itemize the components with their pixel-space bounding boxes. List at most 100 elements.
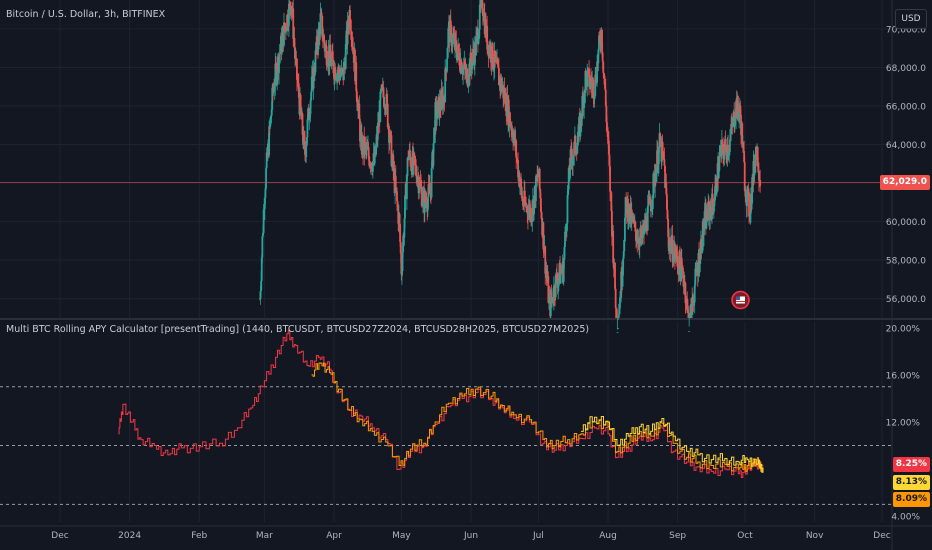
candle-body bbox=[728, 139, 731, 152]
candle-body bbox=[340, 67, 343, 75]
apy-series bbox=[118, 329, 764, 478]
time-tick-label: 2024 bbox=[118, 531, 141, 541]
candle-body bbox=[577, 124, 580, 137]
candle-body bbox=[634, 221, 637, 232]
event-marker[interactable] bbox=[731, 290, 750, 310]
candle-body bbox=[309, 100, 312, 114]
candle-body bbox=[404, 195, 406, 219]
candle-body bbox=[672, 251, 675, 263]
candle-body bbox=[603, 73, 605, 76]
candle-body bbox=[346, 20, 349, 45]
candle-body bbox=[467, 84, 469, 86]
candle-body bbox=[386, 103, 389, 128]
currency-button[interactable]: USD bbox=[895, 9, 927, 29]
candle-body bbox=[272, 87, 275, 93]
apy-series-line bbox=[581, 416, 764, 473]
candle-body bbox=[388, 126, 390, 143]
candle-body bbox=[454, 34, 456, 48]
candle-body bbox=[724, 139, 727, 146]
candle-body bbox=[677, 265, 679, 267]
candle-body bbox=[475, 36, 477, 56]
candle-body bbox=[604, 84, 607, 90]
candle-body bbox=[432, 143, 435, 166]
candle-body bbox=[457, 44, 460, 53]
candle-body bbox=[709, 207, 712, 220]
candle-body bbox=[498, 68, 500, 86]
candle-body bbox=[330, 58, 333, 66]
candle-body bbox=[720, 140, 723, 156]
candle-body bbox=[447, 28, 450, 48]
candle-body bbox=[727, 152, 730, 156]
candle-body bbox=[449, 19, 452, 25]
candle-body bbox=[407, 155, 410, 160]
candle-body bbox=[758, 172, 760, 181]
candle-body bbox=[599, 43, 602, 45]
candle-body bbox=[536, 175, 539, 180]
candle-body bbox=[539, 189, 542, 199]
apy-tick-label: 16.00% bbox=[886, 371, 921, 381]
candle-body bbox=[565, 223, 568, 232]
candle-body bbox=[583, 92, 586, 108]
candle-body bbox=[641, 231, 644, 239]
candle-body bbox=[615, 309, 618, 318]
candle-body bbox=[712, 206, 715, 213]
candle-body bbox=[451, 35, 454, 45]
axes: 70,000.068,000.066,000.064,000.062,000.0… bbox=[51, 25, 926, 541]
candle-body bbox=[657, 146, 660, 165]
candle-body bbox=[388, 139, 391, 143]
candle-body bbox=[336, 73, 338, 81]
candle-body bbox=[562, 259, 565, 282]
candle-body bbox=[526, 205, 529, 214]
candle-body bbox=[297, 83, 300, 98]
candle-body bbox=[683, 281, 686, 287]
candle-body bbox=[549, 293, 552, 317]
candle-body bbox=[278, 54, 281, 58]
candle-body bbox=[480, 0, 482, 7]
candle-body bbox=[478, 4, 481, 30]
candle-body bbox=[523, 190, 526, 203]
candle-body bbox=[402, 235, 405, 253]
candle-body bbox=[547, 276, 550, 303]
candle-body bbox=[561, 272, 563, 274]
candle-body bbox=[401, 252, 404, 271]
candle-body bbox=[394, 175, 397, 188]
candle-body bbox=[417, 176, 420, 194]
candle-body bbox=[273, 85, 276, 90]
candle-body bbox=[384, 106, 387, 110]
candle-body bbox=[381, 85, 384, 89]
candle-body bbox=[313, 72, 316, 74]
candle-body bbox=[577, 136, 579, 143]
candle-body bbox=[436, 113, 439, 120]
candle-body bbox=[556, 272, 558, 282]
candle-body bbox=[617, 314, 620, 318]
candle-body bbox=[592, 79, 595, 98]
candle-body bbox=[675, 248, 678, 257]
candle-body bbox=[664, 165, 666, 188]
candle-body bbox=[685, 303, 687, 304]
candle-body bbox=[595, 82, 598, 84]
candle-body bbox=[319, 13, 322, 35]
candle-body bbox=[722, 143, 725, 154]
candle-body bbox=[491, 43, 494, 67]
candle-body bbox=[423, 192, 426, 213]
candle-body bbox=[283, 22, 286, 30]
candle-body bbox=[258, 298, 261, 300]
candle-body bbox=[569, 149, 572, 170]
candle-body bbox=[462, 66, 465, 68]
candle-body bbox=[709, 207, 712, 211]
candle-body bbox=[270, 109, 273, 116]
candle-body bbox=[510, 125, 513, 131]
time-tick-label: Feb bbox=[191, 531, 207, 541]
candle-body bbox=[672, 262, 674, 264]
price-tick-label: 68,000.0 bbox=[886, 64, 926, 74]
candle-body bbox=[263, 208, 266, 210]
candle-body bbox=[659, 133, 662, 146]
candle-body bbox=[344, 44, 347, 69]
candle-body bbox=[440, 90, 443, 110]
candle-body bbox=[687, 312, 690, 318]
candle-body bbox=[472, 48, 475, 55]
candle-body bbox=[504, 92, 507, 112]
apy-tick-label: 20.00% bbox=[886, 324, 921, 334]
